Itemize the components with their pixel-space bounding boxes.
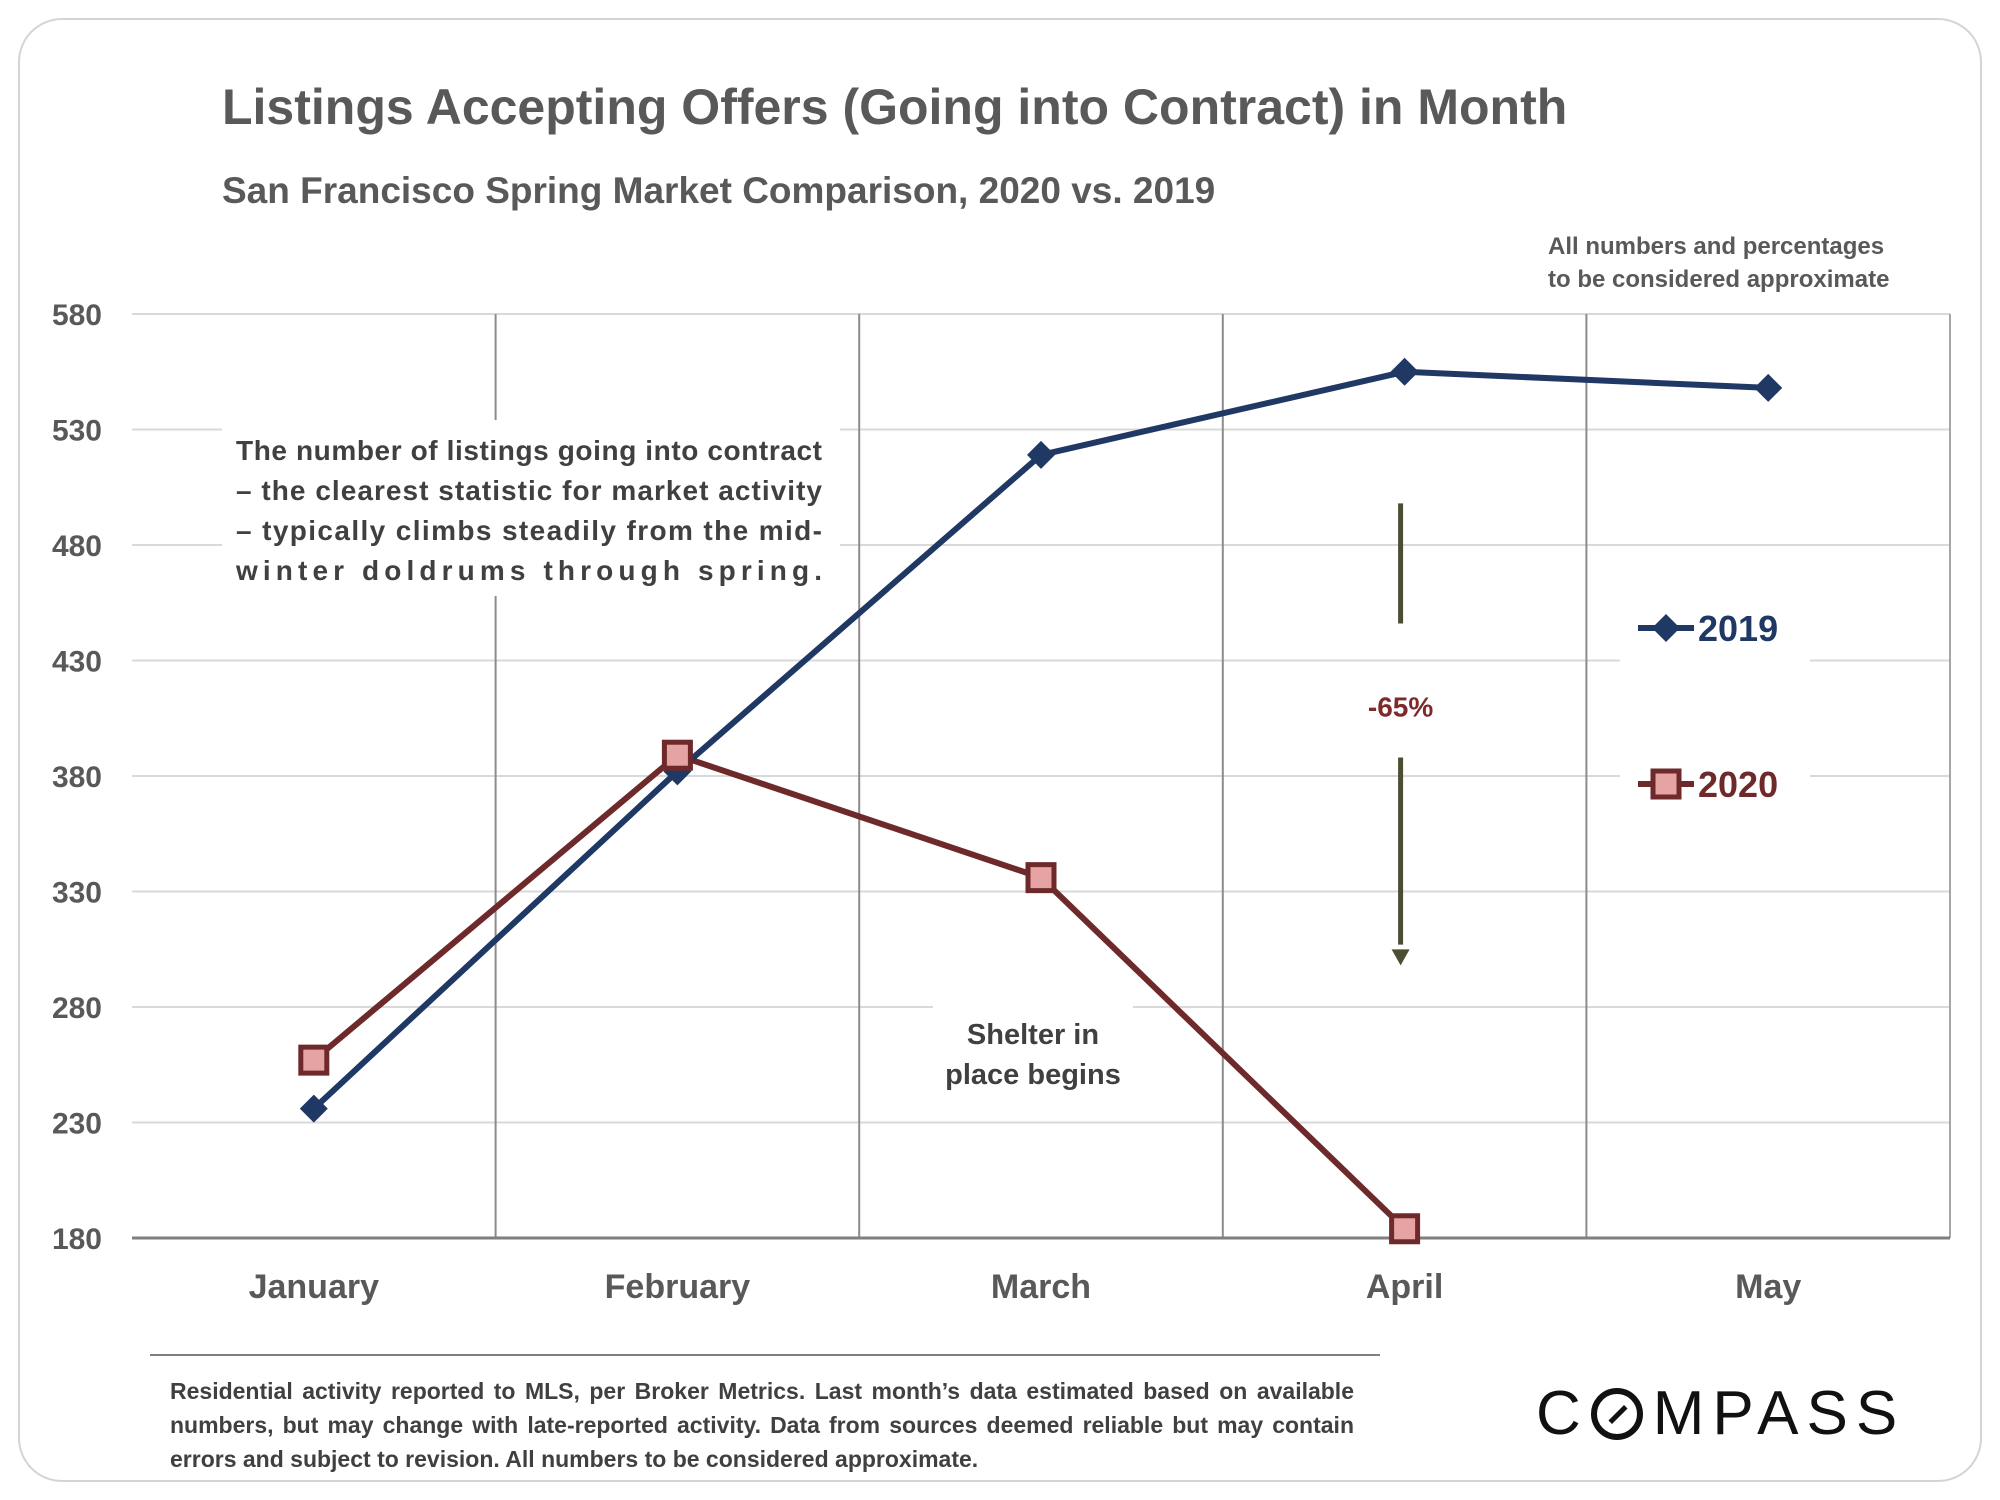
change-label: -65% xyxy=(1368,692,1433,723)
logo-o-icon xyxy=(1590,1387,1643,1440)
legend-2019-marker-icon xyxy=(1652,614,1680,642)
series-layer xyxy=(298,357,1783,1245)
legend-2020-marker-icon xyxy=(1650,768,1682,800)
y-tick-label: 580 xyxy=(52,299,102,332)
y-tick-label: 230 xyxy=(52,1108,102,1141)
annotation-note-line: The number of listings going into contra… xyxy=(236,435,822,466)
y-tick-label: 530 xyxy=(52,415,102,448)
x-tick-label: February xyxy=(605,1268,751,1306)
chart-title: Listings Accepting Offers (Going into Co… xyxy=(222,79,1568,135)
series-2019-point xyxy=(299,1094,328,1123)
annotation-note: The number of listings going into contra… xyxy=(222,420,840,596)
series-2019-point xyxy=(1390,357,1419,386)
axis-layer: 180 230 280 330 380 430 480 530 580 January Februa… xyxy=(52,299,1950,1306)
series-2020-point xyxy=(1389,1213,1421,1245)
x-tick-label: March xyxy=(991,1268,1091,1306)
approximate-disclaimer: All numbers and percentages to be consid… xyxy=(1548,230,1968,296)
series-2019-point xyxy=(1027,440,1055,469)
series-2020-line xyxy=(311,752,1407,1231)
x-tick-label: April xyxy=(1366,1268,1443,1306)
annotation-layer: The number of listings going into contra… xyxy=(222,420,1433,1096)
y-tick-label: 330 xyxy=(52,877,102,910)
annotation-note-line: – the clearest statistic for market acti… xyxy=(236,475,822,506)
change-arrow: -65% xyxy=(1368,503,1433,966)
chart-subtitle: San Francisco Spring Market Comparison, … xyxy=(222,170,1216,211)
y-tick-label: 430 xyxy=(52,646,102,679)
series-2020-point xyxy=(661,739,693,771)
source-footnote: Residential activity reported to MLS, pe… xyxy=(170,1378,1354,1472)
legend-2019-label: 2019 xyxy=(1698,608,1778,649)
annotation-note-line: – typically climbs steadily from the mid… xyxy=(236,515,822,546)
logo-text-end: MPASS xyxy=(1652,1379,1906,1448)
disclaimer-line-2: to be considered approximate xyxy=(1548,266,1890,293)
y-tick-label: 480 xyxy=(52,530,102,563)
annotation-shelter: Shelter in place begins xyxy=(933,1004,1133,1096)
disclaimer-line-1: All numbers and percentages xyxy=(1548,233,1885,260)
legend-layer: 2019 2020 xyxy=(1620,598,1810,860)
y-tick-label: 180 xyxy=(52,1223,102,1256)
footer-divider xyxy=(150,1354,1380,1356)
annotation-shelter-background xyxy=(933,1004,1133,1096)
annotation-shelter-line-1: Shelter in xyxy=(967,1019,1099,1051)
y-tick-label: 280 xyxy=(52,992,102,1025)
compass-logo: C MPASS xyxy=(1536,1378,1905,1449)
y-tick-label: 380 xyxy=(52,761,102,794)
series-2020-point xyxy=(298,1044,330,1076)
series-2020-point xyxy=(1025,862,1057,894)
annotation-shelter-line-2: place begins xyxy=(945,1059,1121,1091)
legend-2020-label: 2020 xyxy=(1698,764,1778,805)
x-tick-label: January xyxy=(249,1268,379,1306)
legend-background xyxy=(1620,598,1810,860)
change-arrow-head xyxy=(1391,949,1410,966)
legend: 2019 2020 xyxy=(1620,598,1810,860)
x-tick-label: May xyxy=(1735,1268,1801,1306)
logo-text-start: C xyxy=(1536,1379,1589,1448)
annotation-note-background xyxy=(222,420,840,596)
series-2019-point xyxy=(1754,373,1783,402)
